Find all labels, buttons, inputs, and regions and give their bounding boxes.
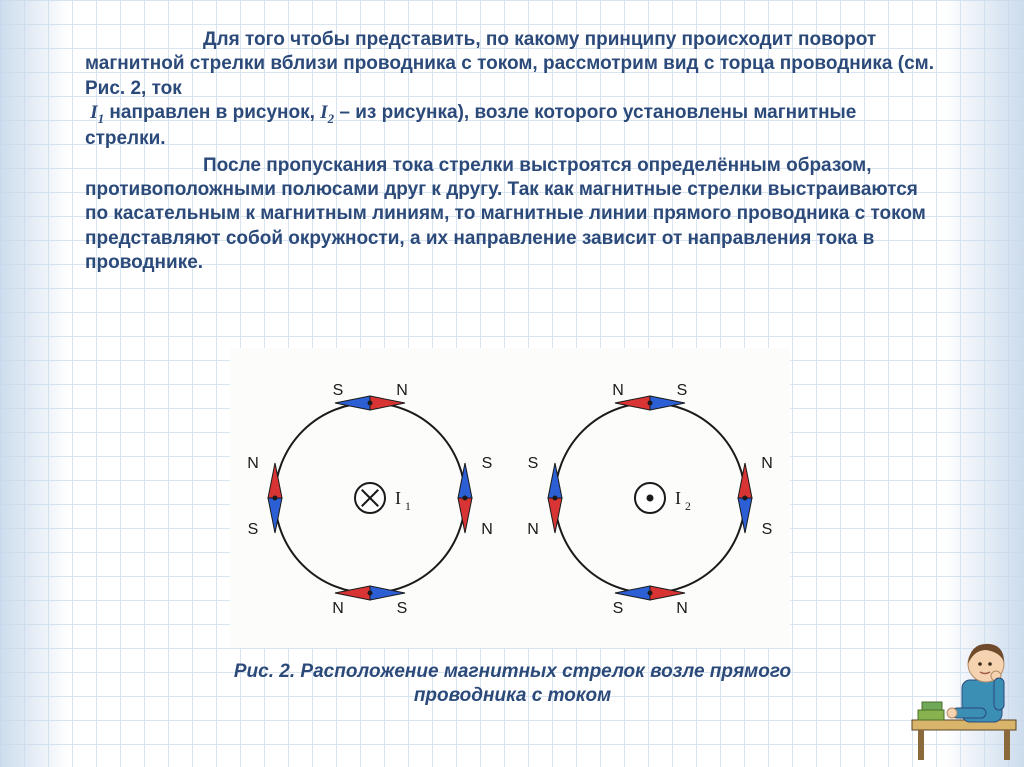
i1: I [90, 102, 97, 123]
svg-text:1: 1 [405, 500, 411, 513]
gradient-left [0, 0, 70, 767]
p2: После пропускания тока стрелки выстроятс… [85, 155, 926, 273]
paragraph-2: После пропускания тока стрелки выстроятс… [85, 154, 940, 276]
svg-text:S: S [528, 455, 539, 472]
svg-text:2: 2 [685, 500, 691, 513]
p1-a: Для того чтобы представить, по какому пр… [85, 29, 934, 99]
svg-text:S: S [482, 455, 493, 472]
svg-text:N: N [676, 600, 688, 617]
svg-text:N: N [247, 455, 259, 472]
svg-text:N: N [527, 521, 539, 538]
svg-text:N: N [481, 521, 493, 538]
p1-b: направлен в рисунок, [104, 102, 320, 123]
svg-text:S: S [613, 600, 624, 617]
figure: I1SNSNNSNSI2NSNSSNSN [230, 348, 790, 648]
svg-text:N: N [761, 455, 773, 472]
svg-text:N: N [332, 600, 344, 617]
figure-svg: I1SNSNNSNSI2NSNSSNSN [230, 348, 790, 648]
svg-text:S: S [397, 600, 408, 617]
svg-text:N: N [396, 382, 408, 399]
paragraph-1: Для того чтобы представить, по какому пр… [85, 28, 940, 152]
svg-text:N: N [612, 382, 624, 399]
slide-root: Для того чтобы представить, по какому пр… [0, 0, 1024, 767]
svg-text:S: S [677, 382, 688, 399]
svg-text:S: S [333, 382, 344, 399]
body-text: Для того чтобы представить, по какому пр… [85, 28, 940, 277]
caption-line-2: проводника с током [414, 685, 611, 706]
caption-line-1: Рис. 2. Расположение магнитных стрелок в… [234, 661, 791, 682]
student-at-desk-icon [904, 622, 1024, 767]
svg-text:I: I [675, 488, 681, 508]
figure-caption: Рис. 2. Расположение магнитных стрелок в… [85, 660, 940, 709]
svg-text:I: I [395, 488, 401, 508]
svg-text:S: S [762, 521, 773, 538]
svg-text:S: S [248, 521, 259, 538]
i2: I [320, 102, 327, 123]
